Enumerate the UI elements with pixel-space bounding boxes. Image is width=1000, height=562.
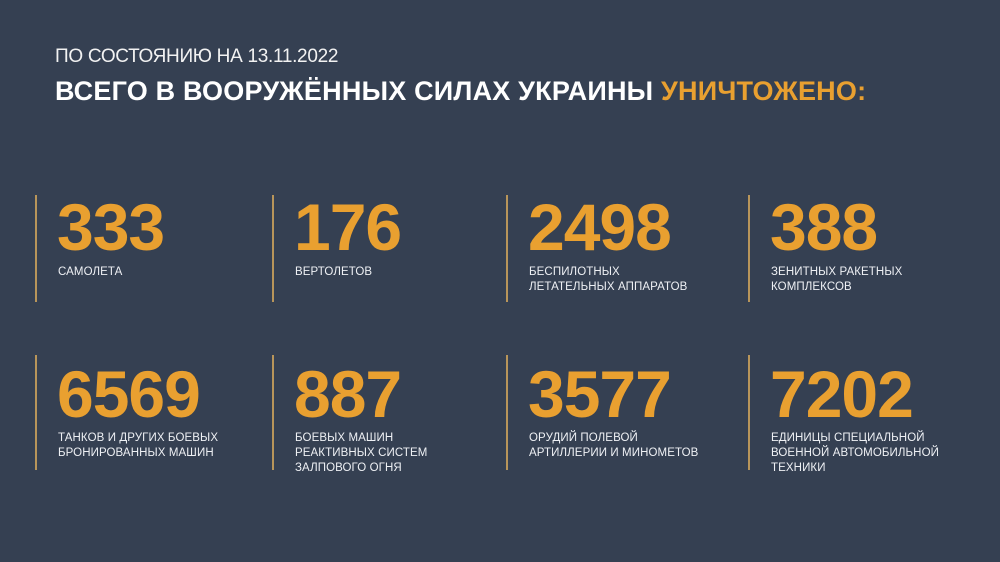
stat-value: 176 [294,190,402,264]
title-main: ВСЕГО В ВООРУЖЁННЫХ СИЛАХ УКРАИНЫ [55,76,662,106]
stat-label: ВЕРТОЛЕТОВ [295,266,373,278]
stat-label: САМОЛЕТА [58,266,123,278]
divider [506,195,508,302]
divider [272,355,274,470]
stat-value: 333 [57,190,165,264]
stat-value: 388 [770,190,878,264]
divider [748,355,750,470]
stat-label: ТАНКОВ И ДРУГИХ БОЕВЫХ БРОНИРОВАННЫХ МАШ… [58,432,219,459]
date-subtitle: ПО СОСТОЯНИЮ НА 13.11.2022 [55,46,339,67]
title-accent: УНИЧТОЖЕНО: [661,76,867,106]
stat-value: 7202 [770,357,914,431]
divider [35,355,37,470]
stat-value: 887 [294,357,402,431]
stat-label: ОРУДИЙ ПОЛЕВОЙ АРТИЛЛЕРИИ И МИНОМЕТОВ [529,432,699,459]
stat-value: 2498 [528,190,672,264]
divider [35,195,37,302]
stat-label: БОЕВЫХ МАШИН РЕАКТИВНЫХ СИСТЕМ ЗАЛПОВОГО… [295,432,428,474]
divider [506,355,508,470]
stat-label: БЕСПИЛОТНЫХ ЛЕТАТЕЛЬНЫХ АППАРАТОВ [529,266,688,293]
stat-value: 3577 [528,357,672,431]
stat-label: ЗЕНИТНЫХ РАКЕТНЫХ КОМПЛЕКСОВ [771,266,903,293]
page-title: ВСЕГО В ВООРУЖЁННЫХ СИЛАХ УКРАИНЫ УНИЧТО… [55,76,866,107]
divider [748,195,750,302]
divider [272,195,274,302]
stat-label: ЕДИНИЦЫ СПЕЦИАЛЬНОЙ ВОЕННОЙ АВТОМОБИЛЬНО… [771,432,939,474]
stat-value: 6569 [57,357,201,431]
